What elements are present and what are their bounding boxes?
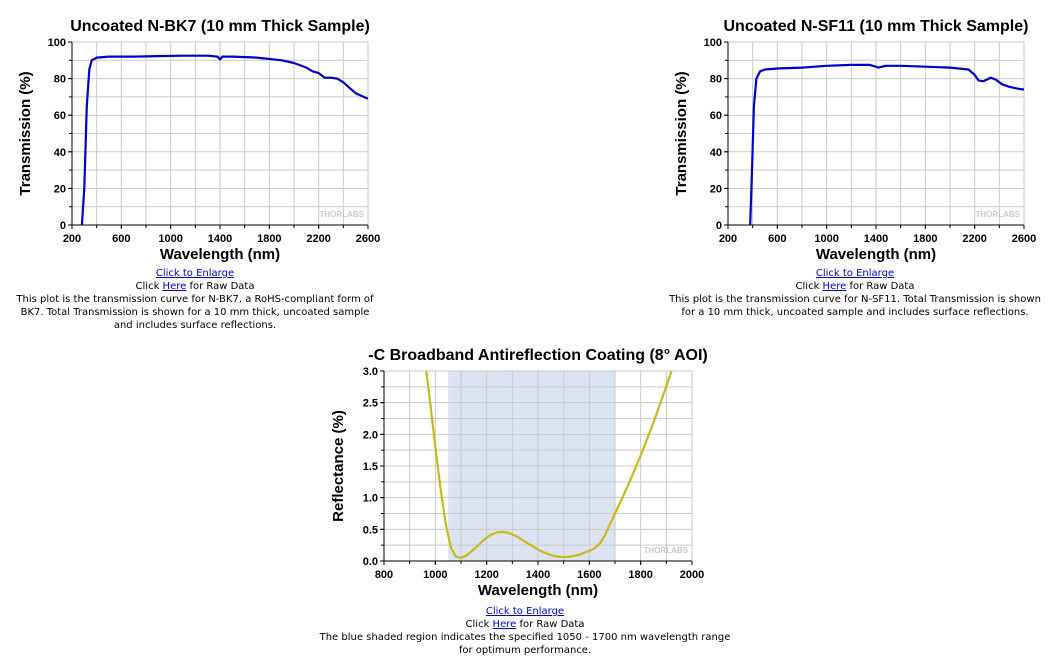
chart-panel-coating: THORLABS 800 1000 1200 1400 1600 1800 2000 0.0 0.… bbox=[318, 343, 738, 603]
y-tick-label: 1.5 bbox=[363, 461, 378, 473]
y-tick-label: 80 bbox=[710, 74, 722, 86]
x-tick-label: 1400 bbox=[208, 233, 232, 245]
x-axis-label: Wavelength (nm) bbox=[160, 246, 280, 263]
caption-coating: Click to Enlarge Click Here for Raw Data… bbox=[318, 605, 732, 657]
y-tick-label: 2.5 bbox=[363, 398, 378, 410]
raw-suffix-bk7: for Raw Data bbox=[186, 281, 255, 292]
y-tick-label: 40 bbox=[710, 147, 722, 159]
x-tick-label: 1400 bbox=[864, 233, 888, 245]
chart-panel-sf11: THORLABS 200 600 1000 1400 1800 2200 2600 0 20 40 6… bbox=[655, 0, 1049, 265]
raw-suffix-sf11: for Raw Data bbox=[846, 281, 915, 292]
y-tick-label: 80 bbox=[54, 74, 66, 86]
x-tick-label: 200 bbox=[719, 233, 737, 245]
x-tick-label: 1000 bbox=[423, 569, 447, 581]
chart-sf11: THORLABS 200 600 1000 1400 1800 2200 2600 0 20 40 6… bbox=[673, 18, 1036, 263]
x-tick-label: 1800 bbox=[913, 233, 937, 245]
x-tick-label: 1000 bbox=[158, 233, 182, 245]
enlarge-link-bk7[interactable]: Click to Enlarge bbox=[155, 268, 235, 279]
y-tick-label: 40 bbox=[54, 147, 66, 159]
watermark-logo: THORLABS bbox=[976, 210, 1021, 219]
y-tick-label: 1.0 bbox=[363, 493, 378, 505]
x-tick-label: 1000 bbox=[814, 233, 838, 245]
x-tick-label: 800 bbox=[375, 569, 393, 581]
raw-suffix-coating: for Raw Data bbox=[516, 619, 585, 630]
series-line bbox=[425, 370, 673, 559]
chart-panel-bk7: THORLABS 200 600 1000 1400 1800 2200 2600 0 20 40 6… bbox=[0, 0, 390, 265]
x-axis-label: Wavelength (nm) bbox=[478, 582, 598, 599]
description-coating: The blue shaded region indicates the spe… bbox=[319, 632, 731, 656]
chart-title: Uncoated N-SF11 (10 mm Thick Sample) bbox=[724, 18, 1029, 35]
x-tick-label: 1800 bbox=[628, 569, 652, 581]
enlarge-link-sf11[interactable]: Click to Enlarge bbox=[815, 268, 895, 279]
y-tick-label: 100 bbox=[48, 37, 66, 49]
raw-prefix-coating: Click bbox=[465, 619, 493, 630]
caption-sf11: Click to Enlarge Click Here for Raw Data… bbox=[665, 267, 1045, 319]
x-axis-label: Wavelength (nm) bbox=[816, 246, 936, 263]
caption-bk7: Click to Enlarge Click Here for Raw Data… bbox=[10, 267, 380, 332]
x-tick-label: 600 bbox=[112, 233, 130, 245]
x-tick-label: 2000 bbox=[680, 569, 704, 581]
raw-data-link-coating[interactable]: Here bbox=[492, 619, 517, 630]
y-axis-label: Transmission (%) bbox=[673, 71, 690, 195]
raw-data-link-sf11[interactable]: Here bbox=[822, 281, 847, 292]
watermark-logo: THORLABS bbox=[644, 546, 689, 555]
x-tick-label: 200 bbox=[63, 233, 81, 245]
description-bk7: This plot is the transmission curve for … bbox=[16, 294, 374, 331]
raw-prefix-sf11: Click bbox=[795, 281, 823, 292]
y-tick-label: 0 bbox=[716, 220, 722, 232]
y-tick-label: 0.5 bbox=[363, 524, 378, 536]
raw-data-link-bk7[interactable]: Here bbox=[162, 281, 187, 292]
y-tick-label: 2.0 bbox=[363, 429, 378, 441]
x-tick-label: 2600 bbox=[356, 233, 380, 245]
enlarge-link-coating[interactable]: Click to Enlarge bbox=[485, 606, 565, 617]
x-tick-label: 1600 bbox=[577, 569, 601, 581]
x-tick-label: 2200 bbox=[962, 233, 986, 245]
chart-bk7: THORLABS 200 600 1000 1400 1800 2200 2600 0 20 40 6… bbox=[17, 18, 380, 263]
x-tick-label: 600 bbox=[768, 233, 786, 245]
y-tick-label: 60 bbox=[54, 110, 66, 122]
chart-title: -C Broadband Antireflection Coating (8° … bbox=[368, 347, 707, 364]
y-tick-label: 20 bbox=[710, 183, 722, 195]
chart-title: Uncoated N-BK7 (10 mm Thick Sample) bbox=[70, 18, 370, 35]
description-sf11: This plot is the transmission curve for … bbox=[669, 294, 1041, 318]
chart-coating: THORLABS 800 1000 1200 1400 1600 1800 2000 0.0 0.… bbox=[330, 347, 708, 599]
y-tick-label: 0 bbox=[60, 220, 66, 232]
series-line bbox=[749, 63, 1025, 226]
y-axis-label: Transmission (%) bbox=[17, 71, 34, 195]
y-axis-label: Reflectance (%) bbox=[330, 410, 347, 522]
x-tick-label: 1800 bbox=[257, 233, 281, 245]
watermark-logo: THORLABS bbox=[320, 210, 365, 219]
y-tick-label: 3.0 bbox=[363, 366, 378, 378]
x-tick-label: 2200 bbox=[306, 233, 330, 245]
series-line bbox=[80, 54, 369, 226]
x-tick-label: 1400 bbox=[526, 569, 550, 581]
x-tick-label: 2600 bbox=[1012, 233, 1036, 245]
y-tick-label: 20 bbox=[54, 183, 66, 195]
y-tick-label: 60 bbox=[710, 110, 722, 122]
y-tick-label: 0.0 bbox=[363, 556, 378, 568]
x-tick-label: 1200 bbox=[474, 569, 498, 581]
y-tick-label: 100 bbox=[704, 37, 722, 49]
raw-prefix-bk7: Click bbox=[135, 281, 163, 292]
